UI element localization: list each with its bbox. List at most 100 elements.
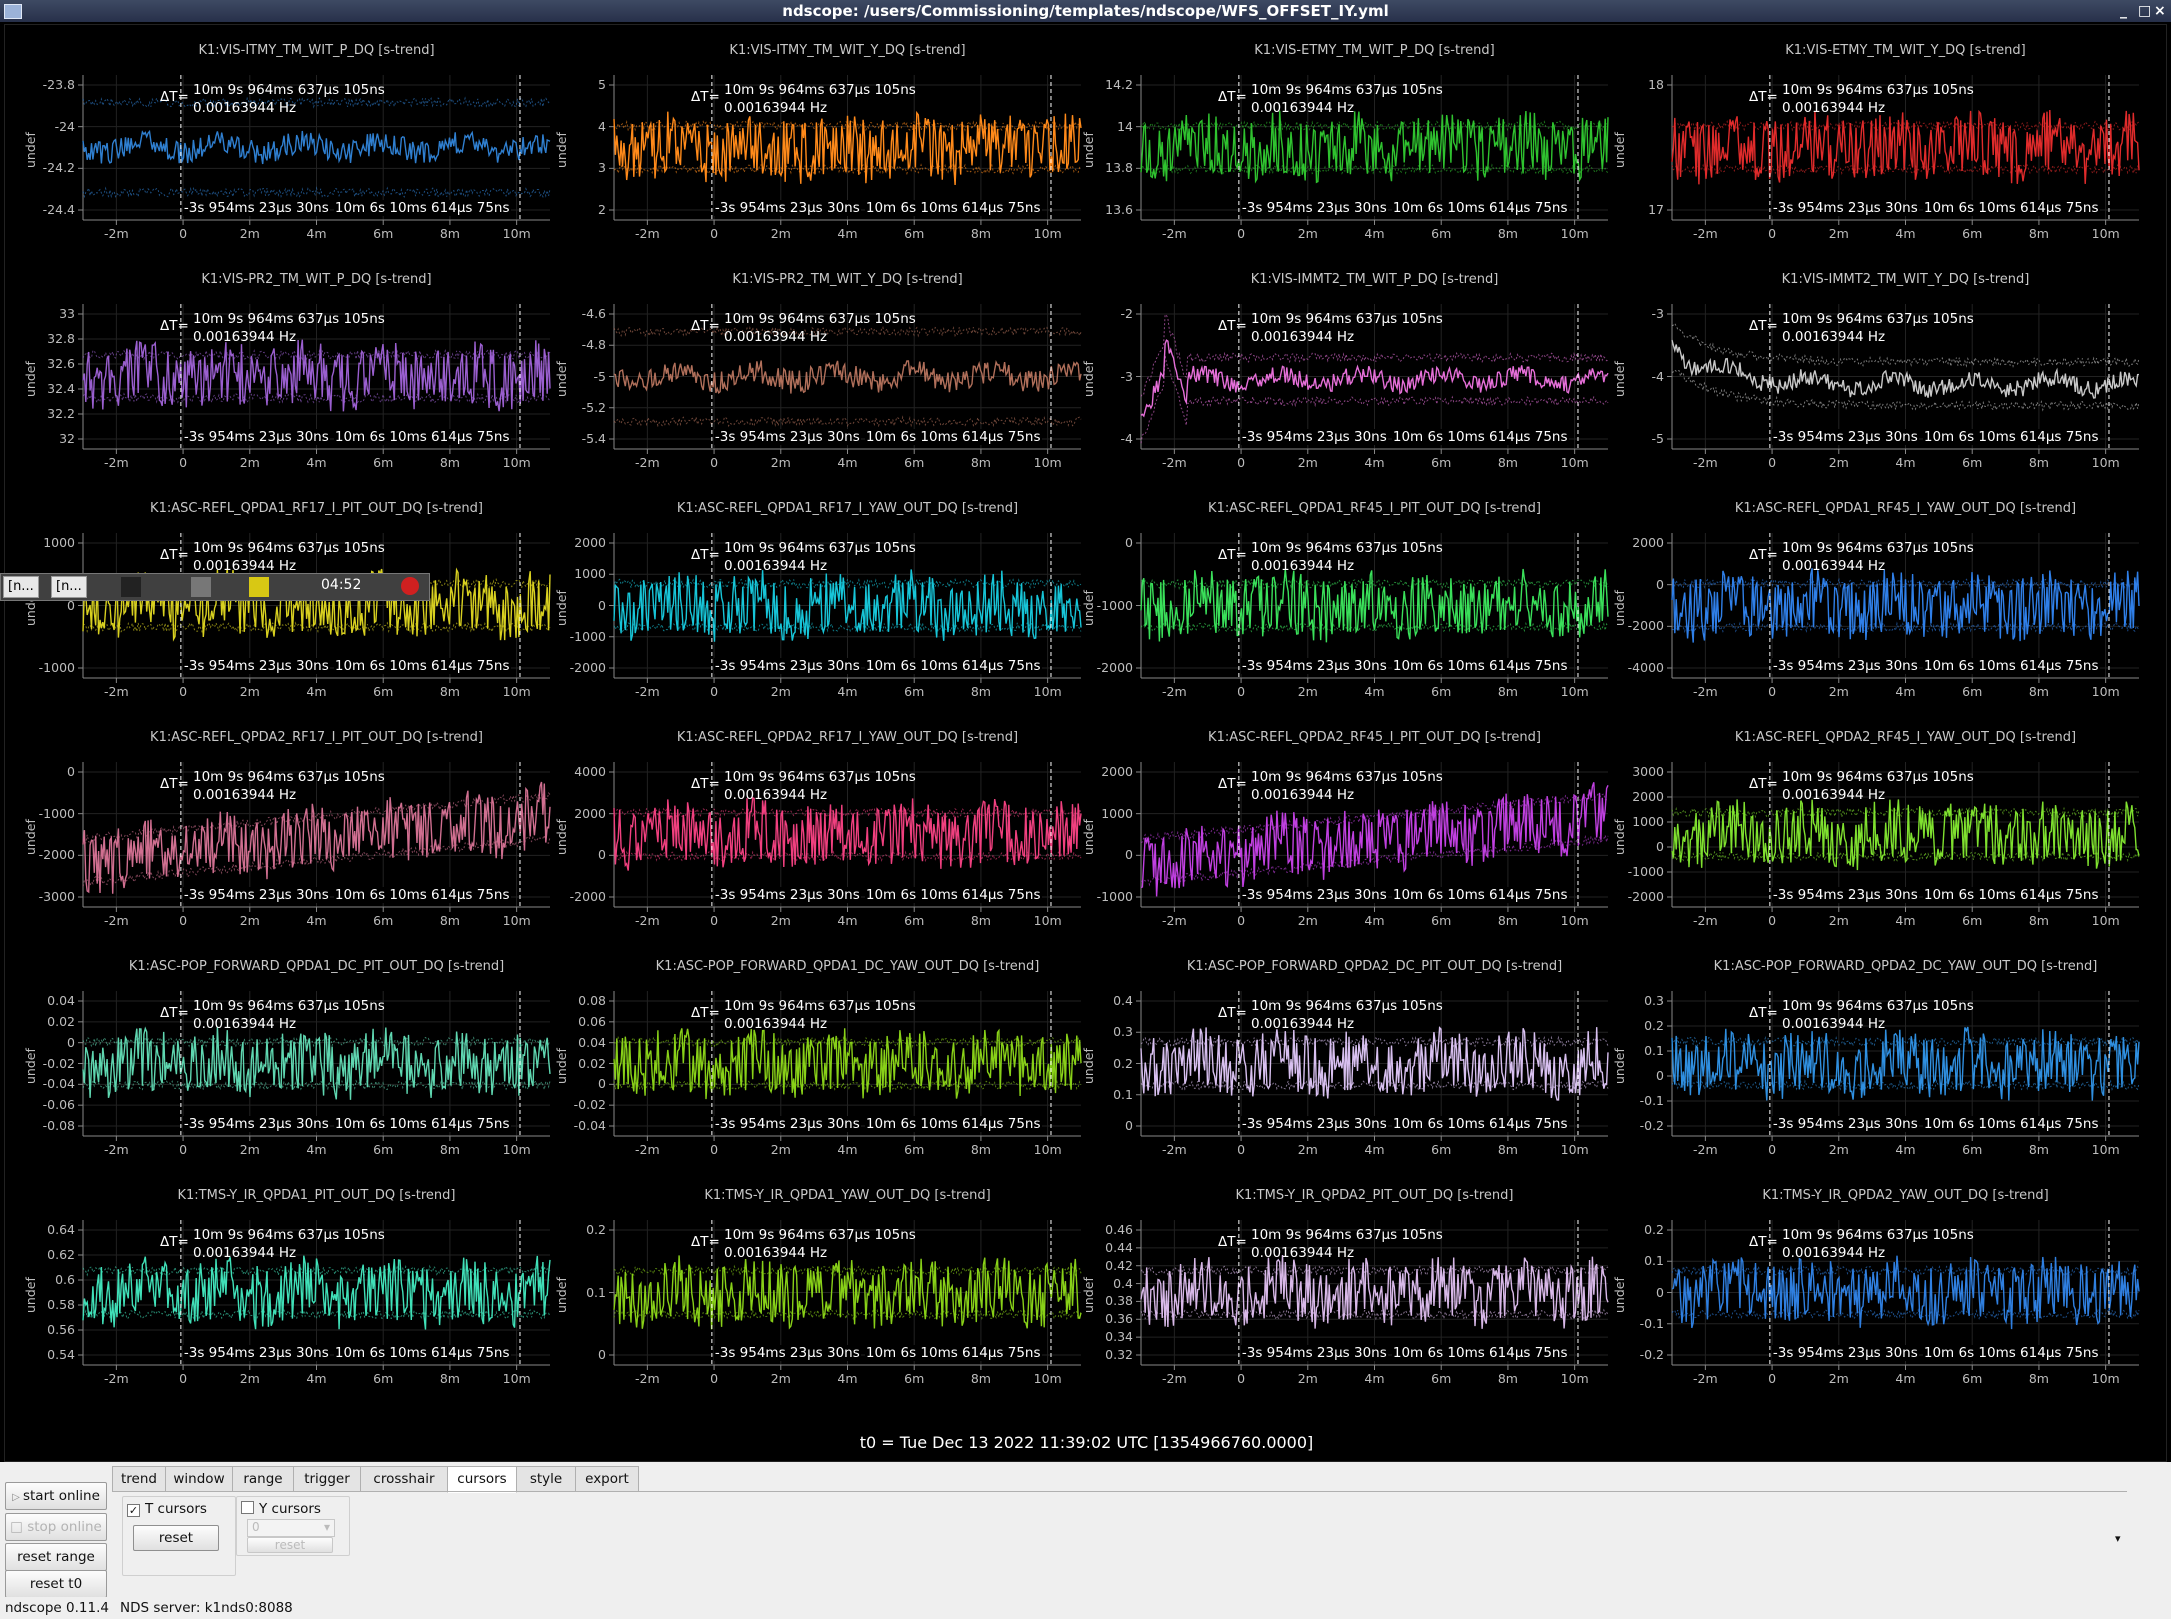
plot-panel[interactable]: K1:ASC-REFL_QPDA2_RF45_I_PIT_OUT_DQ [s-t… (1063, 730, 1629, 950)
plot-panel[interactable]: K1:ASC-REFL_QPDA1_RF17_I_PIT_OUT_DQ [s-t… (5, 501, 571, 721)
x-tick-label: 10m (1033, 684, 1062, 699)
stop-online-button[interactable]: □ stop online (5, 1513, 107, 1541)
plot-canvas[interactable] (1594, 45, 2160, 263)
plot-panel[interactable]: K1:ASC-REFL_QPDA1_RF17_I_YAW_OUT_DQ [s-t… (536, 501, 1102, 721)
plot-panel[interactable]: K1:VIS-ITMY_TM_WIT_P_DQ [s-trend] ΔT= 10m … (5, 43, 571, 263)
plot-panel[interactable]: K1:ASC-POP_FORWARD_QPDA2_DC_PIT_OUT_DQ [… (1063, 959, 1629, 1179)
plot-panel[interactable]: K1:VIS-IMMT2_TM_WIT_Y_DQ [s-trend] ΔT= 10m… (1594, 272, 2160, 492)
plot-panel[interactable]: K1:VIS-ITMY_TM_WIT_Y_DQ [s-trend] ΔT= 10m … (536, 43, 1102, 263)
plot-panel[interactable]: K1:VIS-ETMY_TM_WIT_P_DQ [s-trend] ΔT= 10m … (1063, 43, 1629, 263)
plot-canvas[interactable] (536, 961, 1102, 1179)
tab-style[interactable]: style (516, 1466, 576, 1492)
start-online-button[interactable]: ▷ start online (5, 1482, 107, 1510)
cursor-1-readout: -3s 954ms 23μs 30ns (182, 429, 330, 445)
taskbar-item[interactable]: [n... (3, 576, 39, 598)
plot-panel[interactable]: K1:VIS-IMMT2_TM_WIT_P_DQ [s-trend] ΔT= 10m… (1063, 272, 1629, 492)
plot-panel[interactable]: K1:TMS-Y_IR_QPDA1_YAW_OUT_DQ [s-trend] ΔT… (536, 1188, 1102, 1408)
plot-canvas[interactable] (5, 45, 571, 263)
tab-cursors[interactable]: cursors (447, 1466, 517, 1493)
close-icon[interactable]: × (2154, 3, 2166, 19)
maximize-icon[interactable]: □ (2138, 3, 2152, 19)
plot-canvas[interactable] (5, 503, 571, 721)
plot-panel[interactable]: K1:ASC-REFL_QPDA1_RF45_I_YAW_OUT_DQ [s-t… (1594, 501, 2160, 721)
y-cursors-reset-button[interactable]: reset (247, 1537, 333, 1553)
plot-canvas[interactable] (1594, 732, 2160, 950)
plot-canvas[interactable] (1063, 732, 1629, 950)
plot-canvas[interactable] (1063, 274, 1629, 492)
plot-panel[interactable]: K1:ASC-REFL_QPDA1_RF45_I_PIT_OUT_DQ [s-t… (1063, 501, 1629, 721)
plot-panel[interactable]: K1:VIS-PR2_TM_WIT_P_DQ [s-trend] ΔT= 10m 9… (5, 272, 571, 492)
x-tick-label: 2m (239, 1371, 260, 1386)
plot-canvas[interactable] (5, 274, 571, 492)
plot-panel[interactable]: K1:ASC-POP_FORWARD_QPDA1_DC_YAW_OUT_DQ [… (536, 959, 1102, 1179)
plot-canvas[interactable] (536, 274, 1102, 492)
x-tick-label: 0 (179, 684, 188, 699)
tab-range[interactable]: range (232, 1466, 294, 1492)
x-tick-label: 10m (1560, 913, 1589, 928)
delta-t-label: ΔT= (691, 776, 720, 792)
plot-panel[interactable]: K1:TMS-Y_IR_QPDA1_PIT_OUT_DQ [s-trend] ΔT… (5, 1188, 571, 1408)
plot-canvas[interactable] (536, 503, 1102, 721)
window-titlebar[interactable]: ndscope: /users/Commissioning/templates/… (0, 0, 2171, 22)
taskbar-item[interactable]: [n... (51, 576, 87, 598)
delta-t-value: 10m 9s 964ms 637μs 105ns (193, 540, 385, 556)
y-cursors-checkbox[interactable]: Y cursors (241, 1501, 321, 1517)
min-trace (82, 96, 551, 109)
plot-panel[interactable]: K1:ASC-POP_FORWARD_QPDA1_DC_PIT_OUT_DQ [… (5, 959, 571, 1179)
y-cursor-select[interactable]: 0 ▾ (247, 1519, 335, 1537)
plot-panel[interactable]: K1:ASC-POP_FORWARD_QPDA2_DC_YAW_OUT_DQ [… (1594, 959, 2160, 1179)
tab-crosshair[interactable]: crosshair (360, 1466, 448, 1492)
plot-panel[interactable]: K1:ASC-REFL_QPDA2_RF17_I_YAW_OUT_DQ [s-t… (536, 730, 1102, 950)
terminal-icon[interactable] (121, 577, 141, 597)
x-tick-label: 2m (1828, 1371, 1849, 1386)
cursor-2-readout: 10m 6s 10ms 614μs 75ns (333, 429, 511, 445)
y-tick-label: -2000 (38, 847, 75, 863)
plot-panel[interactable]: K1:TMS-Y_IR_QPDA2_PIT_OUT_DQ [s-trend] ΔT… (1063, 1188, 1629, 1408)
tab-export[interactable]: export (575, 1466, 639, 1492)
plot-grid[interactable]: K1:VIS-ITMY_TM_WIT_P_DQ [s-trend] ΔT= 10m … (4, 24, 2167, 1462)
plot-canvas[interactable] (536, 45, 1102, 263)
plot-panel[interactable]: K1:ASC-REFL_QPDA2_RF45_I_YAW_OUT_DQ [s-t… (1594, 730, 2160, 950)
plot-panel[interactable]: K1:ASC-REFL_QPDA2_RF17_I_PIT_OUT_DQ [s-t… (5, 730, 571, 950)
y-tick-label: 0.54 (47, 1347, 75, 1362)
plot-canvas[interactable] (1594, 961, 2160, 1179)
delta-frequency: 0.00163944 Hz (1251, 1016, 1355, 1032)
reset-range-button[interactable]: reset range (5, 1543, 107, 1571)
tab-window[interactable]: window (165, 1466, 233, 1492)
plot-panel[interactable]: K1:TMS-Y_IR_QPDA2_YAW_OUT_DQ [s-trend] ΔT… (1594, 1188, 2160, 1408)
plot-canvas[interactable] (1063, 45, 1629, 263)
plot-panel[interactable]: K1:VIS-PR2_TM_WIT_Y_DQ [s-trend] ΔT= 10m 9… (536, 272, 1102, 492)
t-cursors-checkbox[interactable]: ✓ T cursors (127, 1501, 207, 1517)
plot-canvas[interactable] (5, 1190, 571, 1408)
delta-frequency: 0.00163944 Hz (1251, 558, 1355, 574)
x-tick-label: -2m (104, 455, 129, 470)
plot-panel[interactable]: K1:VIS-ETMY_TM_WIT_Y_DQ [s-trend] ΔT= 10m … (1594, 43, 2160, 263)
cursor-2-readout: 10m 6s 10ms 614μs 75ns (1922, 658, 2100, 674)
cursor-2-readout: 10m 6s 10ms 614μs 75ns (1391, 429, 1569, 445)
t-cursors-reset-button[interactable]: reset (133, 1525, 219, 1551)
plot-canvas[interactable] (536, 1190, 1102, 1408)
minimize-icon[interactable]: _ (2120, 3, 2127, 19)
plot-canvas[interactable] (1594, 503, 2160, 721)
plot-canvas[interactable] (1594, 274, 2160, 492)
plot-canvas[interactable] (536, 732, 1102, 950)
power-icon[interactable] (401, 577, 419, 595)
cursor-2-readout: 10m 6s 10ms 614μs 75ns (1391, 887, 1569, 903)
max-trace (1671, 1308, 2140, 1321)
tab-trigger[interactable]: trigger (293, 1466, 361, 1492)
delta-frequency: 0.00163944 Hz (724, 558, 828, 574)
plot-canvas[interactable] (5, 732, 571, 950)
move-icon[interactable] (249, 577, 269, 597)
plot-canvas[interactable] (5, 961, 571, 1179)
y-tick-label: -5 (593, 368, 606, 384)
network-icon[interactable] (191, 577, 211, 597)
reset-t0-button[interactable]: reset t0 (5, 1570, 107, 1598)
x-tick-label: 4m (1364, 1371, 1385, 1386)
chevron-down-icon[interactable]: ▾ (2115, 1532, 2121, 1545)
cursor-2-readout: 10m 6s 10ms 614μs 75ns (864, 200, 1042, 216)
plot-canvas[interactable] (1063, 961, 1629, 1179)
tab-trend[interactable]: trend (112, 1466, 166, 1492)
plot-canvas[interactable] (1594, 1190, 2160, 1408)
plot-canvas[interactable] (1063, 503, 1629, 721)
plot-canvas[interactable] (1063, 1190, 1629, 1408)
